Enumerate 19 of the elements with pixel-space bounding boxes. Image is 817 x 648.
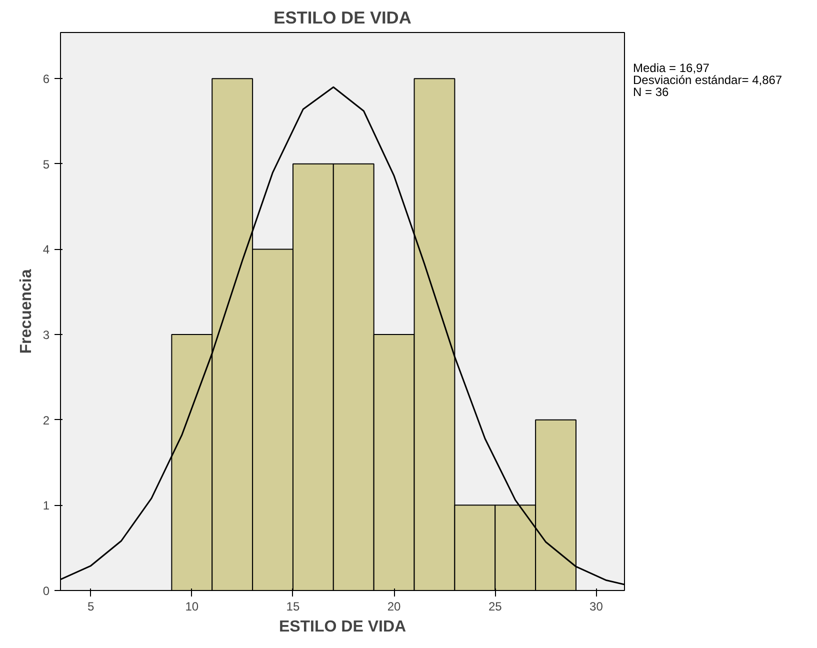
y-tick-label: 1 — [42, 498, 50, 513]
y-tick-label: 4 — [42, 242, 50, 257]
x-tick-label: 25 — [488, 600, 502, 614]
x-tick-label: 15 — [286, 600, 300, 614]
y-tick-label: 3 — [42, 328, 50, 342]
text: N = 36 — [633, 85, 669, 99]
text: Desviación estándar= 4,867 — [633, 73, 782, 87]
y-axis-title: Frecuencia — [18, 269, 35, 354]
y-tick-label: 6 — [42, 72, 50, 86]
y-tick-label: 5 — [42, 157, 50, 172]
text: Media = 16,97 — [633, 61, 710, 75]
x-tick-label: 30 — [590, 600, 604, 614]
chart-title: ESTILO DE VIDA — [274, 8, 412, 28]
x-tick-label: 20 — [387, 600, 402, 614]
y-tick-label: 2 — [42, 413, 50, 428]
y-tick-label: 0 — [42, 584, 50, 598]
x-tick-label: 10 — [185, 600, 199, 614]
x-axis-title: ESTILO DE VIDA — [278, 618, 407, 636]
x-tick-label: 5 — [87, 600, 94, 614]
